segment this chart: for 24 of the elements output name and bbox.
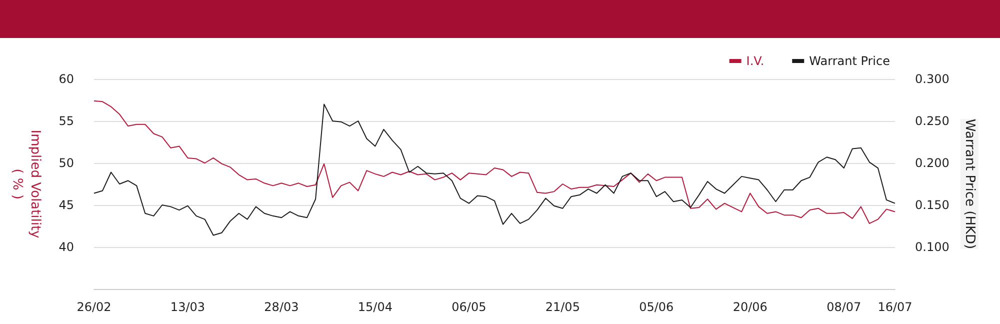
y-tick-label: 40 (58, 240, 74, 254)
y2-tick-label: 0.250 (915, 114, 950, 128)
y-tick-label: 60 (58, 72, 74, 86)
y-axis-title: Implied Volatility ( % ) (10, 130, 42, 239)
x-tick-label: 05/06 (639, 300, 674, 314)
x-tick-label: 26/02 (76, 300, 112, 314)
y2-tick-label: 0.150 (915, 198, 950, 212)
x-tick-label: 08/07 (826, 300, 862, 314)
legend-label: I.V. (746, 54, 764, 68)
x-tick-label: 20/06 (732, 300, 768, 314)
x-tick-label: 06/05 (452, 300, 486, 314)
y-tick-label: 50 (58, 156, 74, 170)
y-tick-label: 55 (58, 114, 74, 128)
y2-tick-label: 0.300 (915, 72, 950, 86)
legend-label: Warrant Price (809, 54, 890, 68)
x-tick-label: 15/04 (358, 300, 392, 314)
x-tick-label: 21/05 (545, 300, 580, 314)
y-tick-label: 45 (58, 198, 74, 212)
y2-tick-label: 0.100 (915, 240, 950, 254)
x-tick-label: 28/03 (264, 300, 299, 314)
y2-axis-title: Warrant Price (HKD) (962, 118, 977, 250)
x-tick-label: 13/03 (170, 300, 206, 314)
y2-tick-label: 0.200 (915, 156, 950, 170)
x-tick-label: 16/07 (878, 300, 912, 314)
